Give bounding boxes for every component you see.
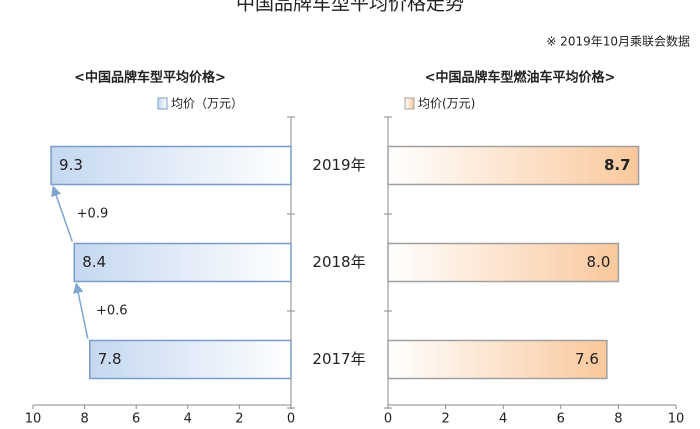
source-note: ※ 2019年10月乘联会数据 [546, 34, 690, 49]
bar [89, 339, 292, 380]
x-tick-label: 2 [441, 412, 449, 427]
x-tick-label: 6 [132, 412, 140, 427]
x-tick-label: 6 [557, 412, 565, 427]
value-label: 7.8 [98, 350, 122, 368]
x-tick-label: 10 [668, 412, 685, 427]
x-tick-label: 2 [235, 412, 243, 427]
category-label: 2018年 [312, 253, 365, 271]
x-tick-label: 8 [614, 412, 622, 427]
bar [387, 339, 608, 380]
category-label: 2019年 [312, 156, 365, 174]
category-label: 2017年 [312, 350, 365, 368]
panel-title: <中国品牌车型平均价格> [74, 70, 226, 86]
value-label: 9.3 [59, 156, 83, 174]
x-tick-label: 4 [499, 412, 507, 427]
value-label: 8.7 [604, 156, 631, 174]
value-label: 7.6 [575, 350, 599, 368]
legend-label: 均价（万元） [171, 97, 243, 111]
legend-swatch [404, 97, 415, 110]
page-title: 中国品牌车型平均价格走势 [236, 0, 464, 15]
legend-swatch [157, 97, 168, 110]
x-tick-label: 8 [80, 412, 88, 427]
change-annotation: +0.6 [96, 304, 128, 319]
value-label: 8.4 [82, 253, 106, 271]
value-label: 8.0 [587, 253, 611, 271]
bar [387, 145, 640, 186]
x-tick-label: 0 [384, 412, 392, 427]
x-tick-label: 4 [184, 412, 192, 427]
bar [387, 242, 620, 283]
legend-label: 均价(万元) [418, 97, 475, 111]
bar [73, 242, 292, 283]
change-annotation: +0.9 [77, 207, 109, 222]
x-tick-label: 0 [287, 412, 295, 427]
change-arrow [51, 185, 73, 242]
bar [50, 145, 292, 186]
x-tick-label: 10 [25, 412, 42, 427]
change-arrow [73, 282, 89, 339]
panel-title: <中国品牌车型燃油车平均价格> [425, 70, 616, 86]
